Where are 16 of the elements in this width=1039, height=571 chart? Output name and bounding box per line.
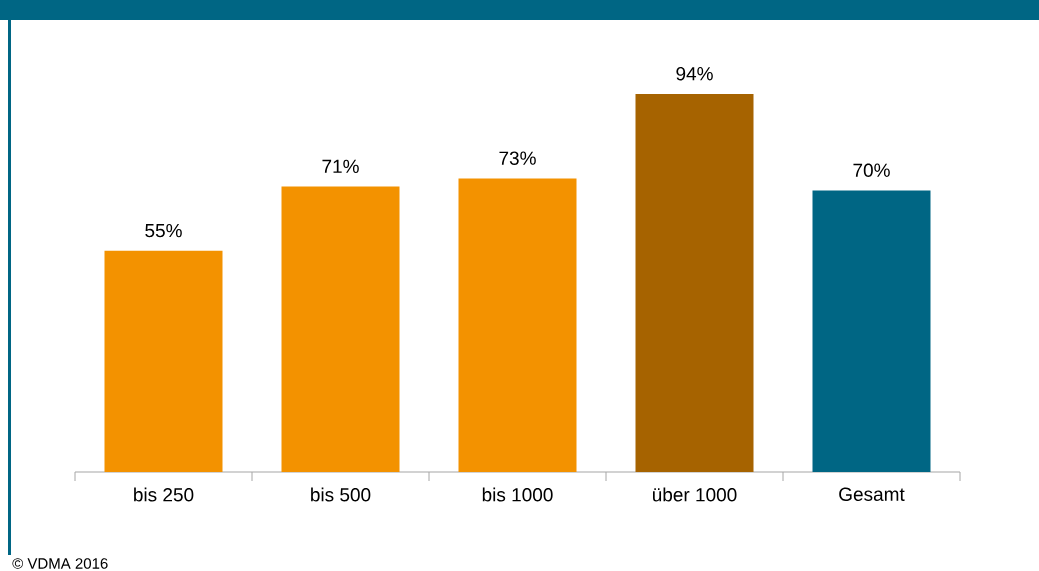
bar	[635, 94, 754, 472]
data-label: 94%	[676, 67, 713, 81]
x-tick-label: bis 250	[134, 487, 194, 502]
data-label: 55%	[145, 223, 182, 238]
x-tick-label: über 1000	[653, 487, 737, 502]
bar	[812, 190, 931, 472]
data-label: 70%	[853, 163, 890, 177]
data-label: 73%	[499, 151, 536, 165]
x-tick-label: Gesamt	[839, 487, 905, 501]
x-tick-label: bis 500	[311, 487, 371, 502]
bar	[104, 250, 223, 472]
data-label: 71%	[322, 159, 359, 173]
bar	[281, 186, 400, 472]
text: © VDMA 2016	[12, 558, 108, 569]
bar	[458, 178, 577, 472]
x-tick-label: bis 1000	[482, 487, 553, 502]
